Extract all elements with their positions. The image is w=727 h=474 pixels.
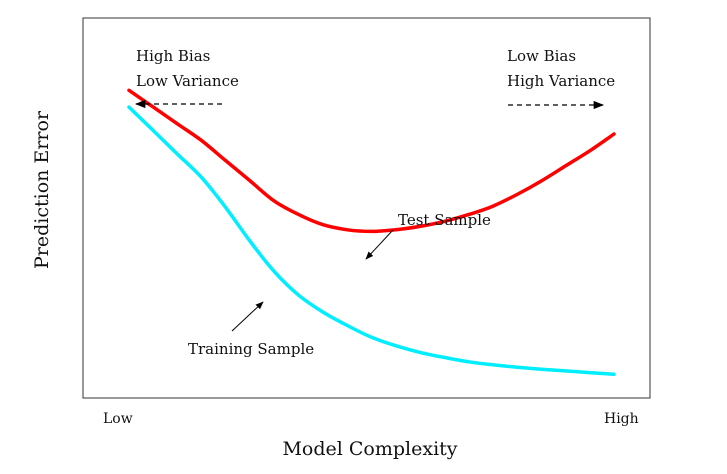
test-sample-curve <box>127 88 616 234</box>
x-tick-high: High <box>604 411 639 427</box>
test-sample-label: Test Sample <box>398 211 491 229</box>
training-sample-curve <box>127 105 616 376</box>
y-axis-title: Prediction Error <box>31 110 53 269</box>
training-sample-label: Training Sample <box>188 340 314 358</box>
plot-frame <box>82 17 651 399</box>
right-region-line1: Low Bias <box>507 47 576 65</box>
left-region-line1: High Bias <box>136 47 210 65</box>
left-region-line2: Low Variance <box>136 72 239 90</box>
x-tick-low: Low <box>103 411 133 427</box>
x-axis-title: Model Complexity <box>282 438 457 460</box>
right-region-line2: High Variance <box>507 72 615 90</box>
training-sample-pointer <box>231 301 264 332</box>
test-sample-pointer <box>365 229 394 260</box>
series-layer <box>127 88 616 376</box>
